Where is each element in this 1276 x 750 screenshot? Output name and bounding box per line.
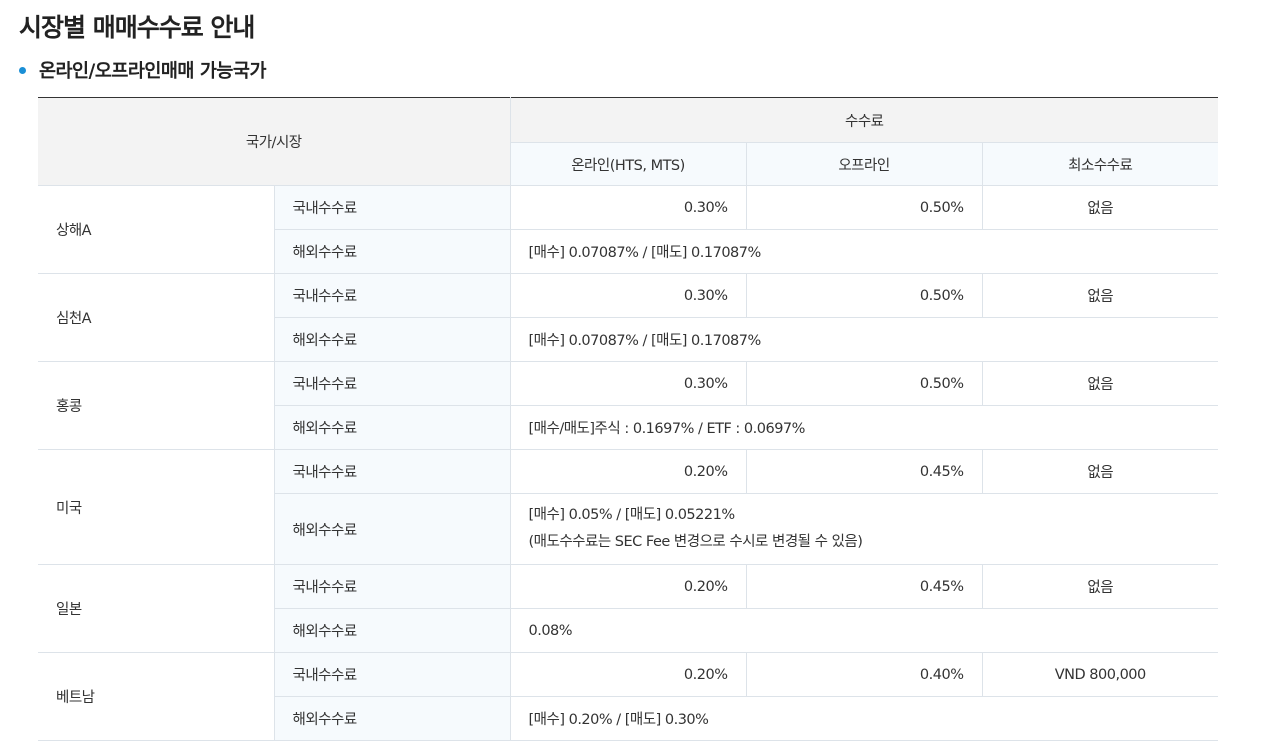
fee-type-label: 해외수수료 (274, 493, 511, 565)
fee-type-label: 해외수수료 (274, 696, 511, 741)
table-row: 해외수수료 [매수] 0.20% / [매도] 0.30% (38, 696, 1219, 741)
minimum-fee: 없음 (981, 273, 1219, 318)
offline-fee: 0.50% (745, 273, 983, 318)
market-name: 상해A (38, 185, 275, 274)
fee-type-label: 해외수수료 (274, 317, 511, 362)
overseas-fee-line: [매수] 0.07087% / [매도] 0.17087% (528, 333, 762, 349)
offline-fee: 0.50% (745, 361, 983, 406)
fee-type-label: 국내수수료 (273, 361, 511, 406)
table-row: 베트남 국내수수료 0.20% 0.40% VND 800,000 (38, 652, 1219, 741)
market-name: 베트남 (38, 652, 275, 741)
table-row: 미국 국내수수료 0.20% 0.45% 없음 (38, 449, 1219, 565)
overseas-fee-note: (매도수수료는 SEC Fee 변경으로 수시로 변경될 수 있음) (528, 534, 863, 550)
overseas-fee: [매수/매도]주식 : 0.1697% / ETF : 0.0697% (509, 405, 1219, 450)
minimum-fee: 없음 (981, 564, 1219, 609)
market-name: 심천A (38, 273, 275, 362)
table-row: 심천A 국내수수료 0.30% 0.50% 없음 (38, 273, 1219, 362)
online-fee: 0.30% (509, 361, 747, 406)
offline-fee: 0.40% (745, 652, 983, 697)
market-name: 홍콩 (38, 361, 275, 450)
table-row: 해외수수료 [매수] 0.07087% / [매도] 0.17087% (38, 317, 1219, 362)
overseas-fee-line: 0.08% (528, 622, 573, 639)
overseas-fee-line: [매수] 0.07087% / [매도] 0.17087% (528, 245, 762, 261)
fee-type-label: 해외수수료 (274, 405, 511, 450)
offline-fee: 0.45% (745, 564, 983, 609)
header-minimum: 최소수수료 (981, 142, 1219, 186)
minimum-fee: 없음 (981, 185, 1219, 230)
header-offline: 오프라인 (745, 142, 983, 186)
overseas-fee: [매수] 0.07087% / [매도] 0.17087% (509, 317, 1219, 362)
fee-type-label: 해외수수료 (274, 229, 511, 274)
market-name: 미국 (38, 449, 275, 565)
page-title: 시장별 매매수수료 안내 (19, 13, 255, 42)
online-fee: 0.20% (509, 652, 747, 697)
fee-type-label: 해외수수료 (274, 608, 511, 653)
overseas-fee: [매수] 0.20% / [매도] 0.30% (509, 696, 1219, 741)
table-row: 해외수수료 [매수] 0.07087% / [매도] 0.17087% (38, 229, 1219, 274)
bullet-icon (19, 66, 26, 74)
table-row: 일본 국내수수료 0.20% 0.45% 없음 (38, 564, 1219, 653)
header-country-market: 국가/시장 (38, 97, 511, 186)
offline-fee: 0.50% (745, 185, 983, 230)
minimum-fee: 없음 (981, 449, 1219, 494)
overseas-fee: 0.08% (509, 608, 1219, 653)
offline-fee: 0.45% (745, 449, 983, 494)
fee-type-label: 국내수수료 (273, 185, 511, 230)
overseas-fee: [매수] 0.07087% / [매도] 0.17087% (509, 229, 1219, 274)
market-name: 일본 (38, 564, 275, 653)
overseas-fee: [매수] 0.05% / [매도] 0.05221% (매도수수료는 SEC F… (509, 493, 1219, 565)
online-fee: 0.30% (509, 273, 747, 318)
online-fee: 0.20% (509, 564, 747, 609)
online-fee: 0.20% (509, 449, 747, 494)
table-row: 상해A 국내수수료 0.30% 0.50% 없음 (38, 185, 1219, 274)
overseas-fee-line: [매수] 0.20% / [매도] 0.30% (528, 712, 709, 728)
table-row: 해외수수료 [매수] 0.05% / [매도] 0.05221% (매도수수료는… (38, 493, 1219, 565)
header-online: 온라인(HTS, MTS) (510, 142, 747, 186)
online-fee: 0.30% (509, 185, 747, 230)
overseas-fee-line: [매수/매도]주식 : 0.1697% / ETF : 0.0697% (528, 421, 806, 437)
section-heading: 온라인/오프라인매매 가능국가 (19, 57, 266, 83)
fee-table: 국가/시장 수수료 온라인(HTS, MTS) 오프라인 최소수수료 상해A 국… (38, 97, 1219, 741)
table-row: 홍콩 국내수수료 0.30% 0.50% 없음 (38, 361, 1219, 450)
overseas-fee-line: [매수] 0.05% / [매도] 0.05221% (528, 507, 736, 523)
fee-type-label: 국내수수료 (273, 652, 511, 697)
header-fee: 수수료 (509, 97, 1219, 143)
section-heading-text: 온라인/오프라인매매 가능국가 (39, 61, 266, 82)
minimum-fee: VND 800,000 (981, 652, 1219, 697)
fee-type-label: 국내수수료 (273, 273, 511, 318)
fee-type-label: 국내수수료 (273, 564, 511, 609)
minimum-fee: 없음 (981, 361, 1219, 406)
fee-type-label: 국내수수료 (273, 449, 511, 494)
